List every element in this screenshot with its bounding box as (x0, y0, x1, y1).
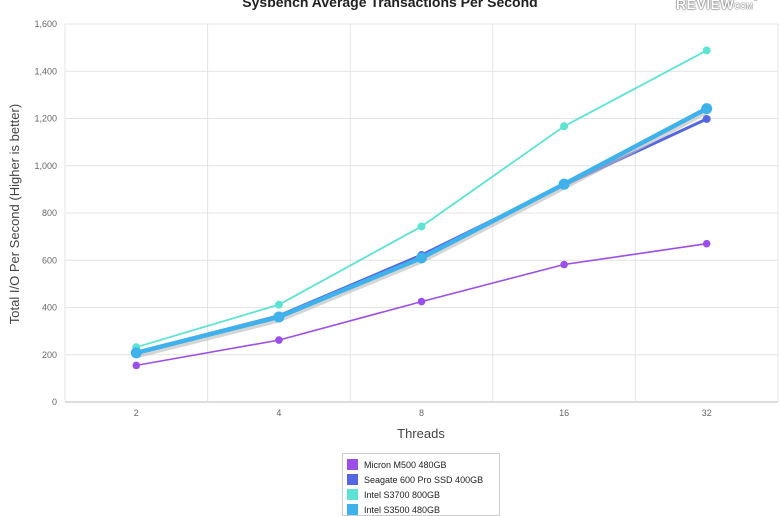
data-point (702, 239, 711, 248)
legend-swatch (347, 504, 358, 515)
data-point (417, 222, 426, 231)
y-tick-label: 600 (42, 255, 57, 265)
y-tick-label: 1,000 (34, 161, 57, 171)
series-intel-s3500-480gb (130, 103, 713, 359)
y-tick-label: 200 (42, 350, 57, 360)
legend: Micron M500 480GB Seagate 600 Pro SSD 400… (342, 453, 500, 516)
line-chart: 0 200 400 600 800 1,000 1,200 1,400 1,600 2 4 8 16 32… (7, 19, 779, 441)
data-point (417, 297, 426, 306)
data-point (132, 361, 141, 370)
legend-label: Intel S3700 800GB (364, 489, 441, 500)
data-point (130, 347, 142, 359)
logo-text: REVIEW (676, 0, 735, 12)
data-point (702, 114, 711, 123)
x-tick-label: 8 (419, 408, 424, 418)
legend-item: Intel S3500 480GB (347, 502, 495, 515)
logo-registered-mark: ® (753, 0, 758, 3)
series-micron-m500-480gb (132, 239, 711, 370)
series-line (135, 106, 708, 356)
logo-suffix: COM (734, 2, 753, 11)
axes: 0 200 400 600 800 1,000 1,200 1,400 1,600 2 4 8 16 32 (34, 19, 711, 418)
x-tick-label: 32 (702, 408, 712, 418)
y-tick-label: 1,400 (34, 66, 57, 76)
site-logo: REVIEWCOM® (676, 0, 758, 14)
legend-item: Intel S3700 800GB (347, 487, 495, 502)
data-point (560, 122, 569, 131)
y-tick-label: 0 (52, 397, 57, 407)
legend-swatch (347, 474, 358, 485)
data-point (274, 300, 283, 309)
legend-swatch (347, 459, 358, 470)
x-tick-label: 4 (276, 408, 281, 418)
legend-label: Intel S3500 480GB (364, 504, 441, 515)
y-axis-label: Total I/O Per Second (Higher is better) (7, 104, 22, 324)
legend-item: Micron M500 480GB (347, 457, 495, 472)
data-point (273, 311, 285, 323)
series (130, 46, 713, 370)
chart-title: Sysbench Average Transactions Per Second (242, 0, 538, 10)
data-point (416, 252, 427, 264)
series-line-shadow (135, 107, 709, 359)
legend-item: Seagate 600 Pro SSD 400GB (347, 472, 495, 487)
x-tick-label: 2 (134, 408, 139, 418)
y-tick-label: 400 (42, 303, 57, 313)
series-intel-s3700-800gb (132, 46, 711, 352)
x-tick-label: 16 (559, 408, 569, 418)
data-point (560, 260, 568, 269)
legend-label: Seagate 600 Pro SSD 400GB (364, 474, 484, 485)
y-tick-label: 800 (42, 208, 57, 218)
data-point (701, 103, 713, 115)
y-tick-label: 1,200 (34, 114, 57, 124)
legend-swatch (347, 489, 358, 500)
data-point (275, 336, 283, 344)
data-point (702, 46, 711, 55)
legend-label: Micron M500 480GB (364, 459, 447, 470)
y-tick-label: 1,600 (34, 19, 57, 29)
data-point (558, 178, 570, 190)
x-axis-label: Threads (397, 426, 445, 441)
